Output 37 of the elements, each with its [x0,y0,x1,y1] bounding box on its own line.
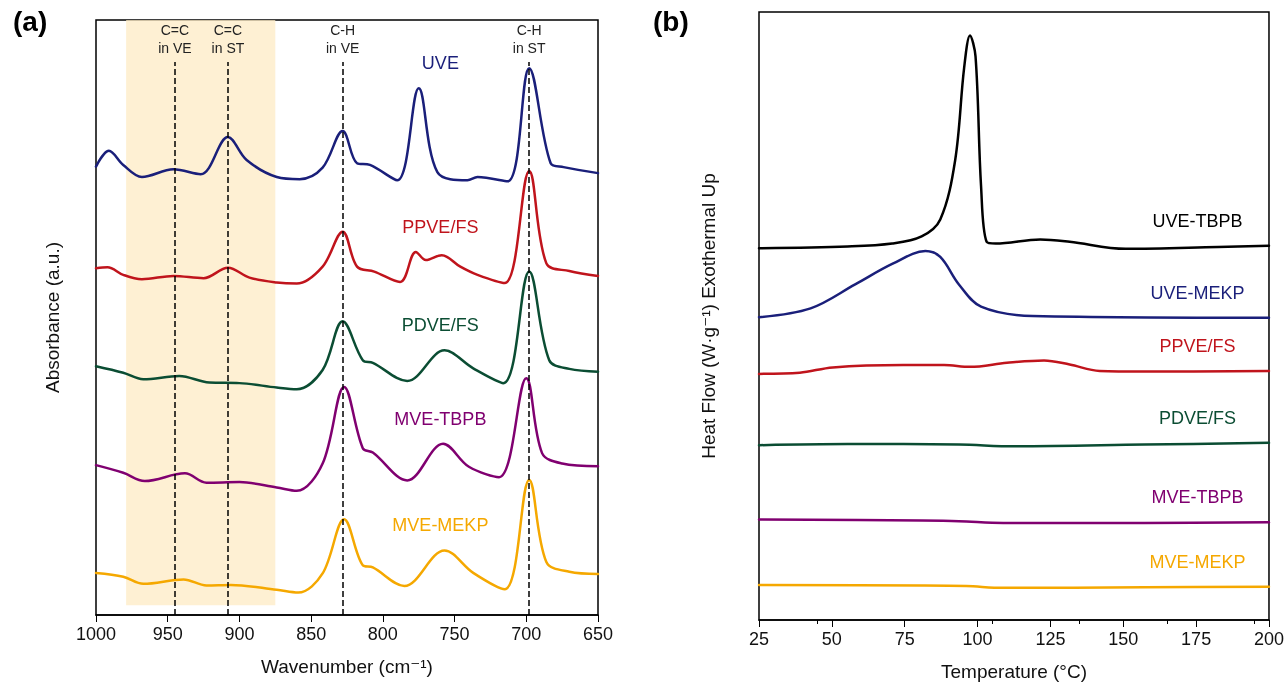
x-tick-label: 100 [962,629,993,649]
x-tick-label: 650 [582,624,614,644]
series-label: PDVE/FS [401,315,479,336]
x-tick-label: 950 [152,624,183,644]
ref-line-label: C=C in ST [211,22,245,57]
series-label: UVE-MEKP [1150,282,1245,303]
x-axis-title: Wavenumber (cm⁻¹) [261,656,433,677]
ref-line-label: C-H in ST [512,22,546,57]
series-label: MVE-TBPB [1151,487,1244,508]
x-tick-label: 850 [296,624,327,644]
y-axis-title: Heat Flow (W·g⁻¹) Exothermal Up [698,173,719,459]
x-tick-label: 25 [748,629,770,649]
series-label: PPVE/FS [1159,335,1236,356]
x-tick-label: 75 [894,629,915,649]
x-tick-label: 125 [1035,629,1066,649]
x-tick-label: 750 [439,624,470,644]
x-tick-label: 900 [224,624,255,644]
series-label: MVE-MEKP [392,515,489,536]
ref-line-label: C=C in VE [158,22,192,57]
x-tick-label: 200 [1253,629,1285,649]
x-tick-label: 700 [511,624,542,644]
series-label: PDVE/FS [1159,407,1237,428]
chart-title: (b) [653,5,689,37]
x-tick-label: 800 [367,624,398,644]
x-tick-label: 1000 [75,624,117,644]
x-tick-label: 150 [1108,629,1139,649]
x-axis-title: Temperature (°C) [941,661,1087,682]
y-axis-title: Absorbance (a.u.) [42,241,63,394]
series-label: UVE [421,53,459,74]
x-tick-label: 50 [821,629,842,649]
x-tick-label: 175 [1181,629,1212,649]
series-label: MVE-MEKP [1149,551,1246,572]
series-label: MVE-TBPB [394,408,487,429]
ref-line-label: C-H in VE [325,22,360,57]
series-label: PPVE/FS [402,216,479,237]
series-label: UVE-TBPB [1152,210,1243,231]
chart-title: (a) [13,5,48,37]
